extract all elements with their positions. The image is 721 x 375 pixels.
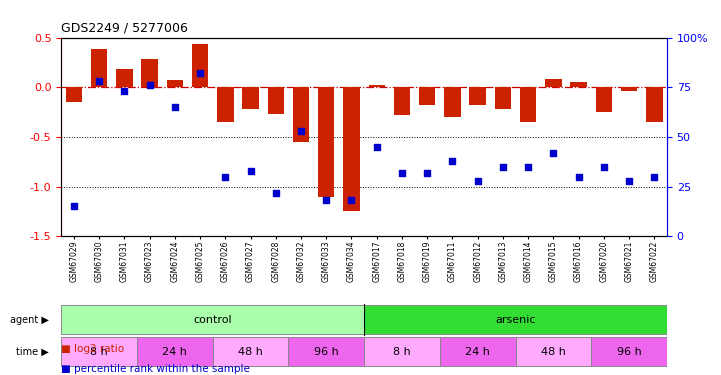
Bar <box>167 80 183 87</box>
Bar <box>318 87 335 196</box>
Bar <box>516 337 591 366</box>
Point <box>346 198 358 204</box>
Bar <box>288 337 364 366</box>
Bar <box>343 87 360 212</box>
Point <box>497 164 509 170</box>
Text: arsenic: arsenic <box>495 315 536 325</box>
Bar <box>364 305 667 334</box>
Text: GDS2249 / 5277006: GDS2249 / 5277006 <box>61 22 188 35</box>
Text: 96 h: 96 h <box>616 346 642 357</box>
Bar <box>419 87 435 105</box>
Text: 96 h: 96 h <box>314 346 339 357</box>
Bar <box>213 337 288 366</box>
Bar <box>61 305 364 334</box>
Bar <box>520 87 536 122</box>
Bar <box>364 337 440 366</box>
Text: 24 h: 24 h <box>465 346 490 357</box>
Text: 48 h: 48 h <box>541 346 566 357</box>
Point <box>195 70 206 76</box>
Point <box>573 174 585 180</box>
Point <box>270 189 282 195</box>
Point <box>245 168 257 174</box>
Bar <box>394 87 410 115</box>
Text: time ▶: time ▶ <box>17 346 49 357</box>
Text: 48 h: 48 h <box>238 346 263 357</box>
Point <box>624 178 635 184</box>
Point <box>169 104 181 110</box>
Bar <box>545 79 562 87</box>
Bar <box>293 87 309 142</box>
Point <box>94 78 105 84</box>
Bar <box>217 87 234 122</box>
Point <box>321 198 332 204</box>
Text: control: control <box>193 315 232 325</box>
Point <box>118 88 131 94</box>
Point <box>421 170 433 176</box>
Text: 8 h: 8 h <box>90 346 108 357</box>
Point <box>522 164 534 170</box>
Point <box>649 174 660 180</box>
Bar <box>495 87 511 109</box>
Text: 24 h: 24 h <box>162 346 187 357</box>
Bar <box>646 87 663 122</box>
Point <box>472 178 484 184</box>
Bar <box>116 69 133 87</box>
Text: ■ percentile rank within the sample: ■ percentile rank within the sample <box>61 364 250 374</box>
Point <box>397 170 408 176</box>
Point <box>296 128 307 134</box>
Bar <box>440 337 516 366</box>
Bar <box>570 82 587 87</box>
Point <box>144 82 156 88</box>
Bar <box>137 337 213 366</box>
Bar <box>141 59 158 87</box>
Point <box>548 150 559 156</box>
Bar <box>192 45 208 87</box>
Bar <box>91 50 107 87</box>
Text: ■ log2 ratio: ■ log2 ratio <box>61 344 125 354</box>
Bar <box>596 87 612 112</box>
Bar <box>591 337 667 366</box>
Bar <box>469 87 486 105</box>
Bar <box>368 85 385 87</box>
Bar <box>66 87 82 102</box>
Point <box>68 203 80 209</box>
Bar <box>621 87 637 91</box>
Bar <box>61 337 137 366</box>
Text: agent ▶: agent ▶ <box>10 315 49 325</box>
Bar <box>444 87 461 117</box>
Text: 8 h: 8 h <box>393 346 411 357</box>
Point <box>447 158 459 164</box>
Bar <box>242 87 259 109</box>
Point <box>598 164 610 170</box>
Bar <box>267 87 284 114</box>
Point <box>371 144 383 150</box>
Point <box>220 174 231 180</box>
